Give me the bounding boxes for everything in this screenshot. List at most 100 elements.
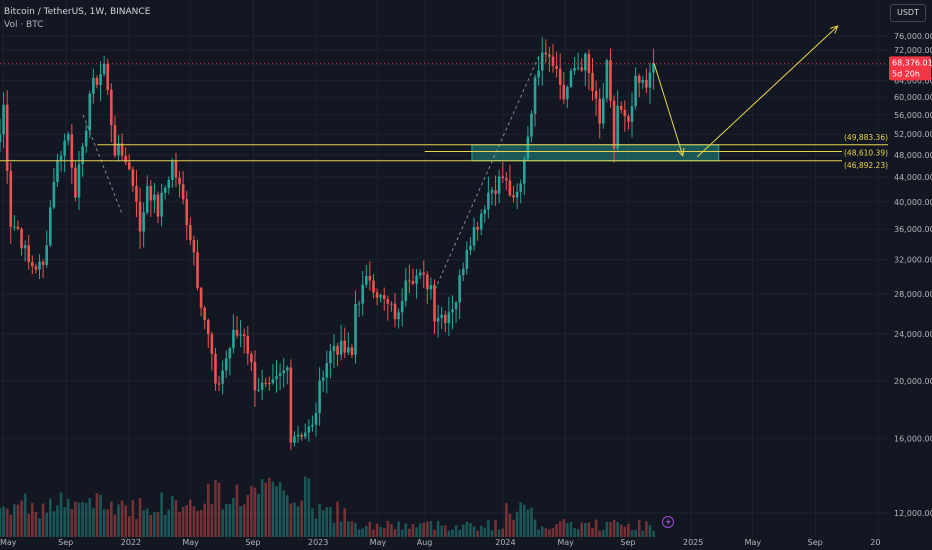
level-label: (48,610.39) bbox=[844, 148, 888, 157]
candle-body bbox=[645, 79, 648, 88]
candle-body bbox=[591, 73, 594, 91]
candle-body bbox=[153, 194, 156, 201]
volume-bar bbox=[307, 478, 311, 537]
volume-bar bbox=[526, 509, 530, 537]
candle-body bbox=[278, 373, 282, 376]
volume-bar bbox=[206, 483, 210, 537]
price-axis[interactable]: 76,000.0072,000.0068,000.0064,000.0060,0… bbox=[888, 0, 932, 550]
volume-bar bbox=[235, 484, 239, 537]
price-tick-label: 24,000.00 bbox=[894, 330, 932, 339]
candle-body bbox=[551, 56, 555, 66]
volume-bar bbox=[332, 522, 336, 537]
price-tick-label: 16,000.00 bbox=[894, 435, 932, 444]
price-tick-label: 48,000.00 bbox=[894, 151, 932, 160]
volume-bar bbox=[210, 504, 214, 537]
grid-lines bbox=[0, 0, 888, 537]
volume-bar bbox=[569, 521, 573, 537]
volume-bar bbox=[131, 500, 135, 537]
flash-icon[interactable] bbox=[662, 516, 674, 528]
candle-body bbox=[242, 334, 246, 337]
volume-bar bbox=[138, 497, 142, 537]
candle-body bbox=[451, 309, 454, 313]
volume-bar bbox=[548, 529, 551, 537]
candle-body bbox=[562, 84, 566, 100]
volume-bar bbox=[361, 528, 364, 537]
volume-bar bbox=[558, 521, 562, 537]
candle-body bbox=[526, 136, 530, 159]
candle-body bbox=[476, 227, 479, 230]
volume-bar bbox=[601, 529, 605, 537]
candle-body bbox=[483, 209, 487, 214]
candle-body bbox=[404, 280, 408, 302]
arrow-head-up bbox=[829, 25, 839, 34]
projection-down-leg[interactable] bbox=[653, 63, 684, 156]
volume-bar bbox=[623, 526, 627, 537]
candle-body bbox=[145, 185, 149, 213]
volume-bar bbox=[99, 494, 102, 537]
candle-body bbox=[325, 363, 329, 378]
time-tick-label: 20 bbox=[870, 538, 880, 547]
candle-body bbox=[458, 275, 461, 303]
volume-bar bbox=[181, 506, 185, 537]
volume-bar bbox=[45, 512, 48, 537]
volume-bar bbox=[199, 510, 203, 537]
candle-body bbox=[0, 134, 2, 143]
time-tick-label: 2022 bbox=[121, 538, 141, 547]
currency-button[interactable]: USDT bbox=[890, 4, 926, 22]
candle-body bbox=[347, 347, 350, 353]
volume-bar bbox=[472, 526, 476, 537]
candle-body bbox=[203, 307, 206, 321]
volume-bar bbox=[48, 498, 52, 537]
volume-bar bbox=[145, 508, 149, 537]
projection-path[interactable] bbox=[653, 25, 839, 158]
volume-bar bbox=[260, 479, 264, 537]
volume-bar bbox=[512, 519, 515, 537]
volume-bar bbox=[5, 508, 9, 537]
candle-body bbox=[641, 79, 645, 83]
candle-body bbox=[235, 329, 239, 336]
volume-bar bbox=[630, 530, 634, 537]
volume-bar bbox=[228, 503, 232, 537]
level-label-bg bbox=[842, 159, 888, 170]
projection-up-leg[interactable] bbox=[696, 25, 839, 158]
volume-bar bbox=[102, 509, 106, 537]
candle-body bbox=[375, 292, 379, 298]
candle-body bbox=[224, 358, 228, 371]
candle-body bbox=[66, 134, 70, 141]
volume-bar bbox=[375, 523, 379, 537]
candle-body bbox=[9, 170, 13, 227]
price-tick-label: 28,000.00 bbox=[894, 290, 932, 299]
volume-bar bbox=[505, 503, 508, 537]
candle-body bbox=[70, 134, 74, 168]
volume-bar bbox=[415, 527, 418, 537]
volume-bar bbox=[124, 505, 127, 537]
candle-body bbox=[558, 68, 562, 85]
candle-body bbox=[364, 275, 368, 285]
price-tick-label: 44,000.00 bbox=[894, 173, 932, 182]
volume-bar bbox=[382, 528, 386, 537]
candle-body bbox=[246, 336, 250, 354]
volume-bar bbox=[0, 508, 2, 537]
dashed-guides[interactable] bbox=[82, 55, 540, 290]
symbol-title[interactable]: Bitcoin / TetherUS, 1W, BINANCE bbox=[4, 7, 151, 17]
volume-bar bbox=[232, 497, 235, 537]
volume-bar bbox=[214, 480, 217, 537]
dashed-guide[interactable] bbox=[434, 55, 540, 290]
volume-bar bbox=[429, 520, 433, 537]
candles bbox=[0, 37, 655, 450]
volume-bar bbox=[282, 490, 285, 537]
time-axis[interactable]: May Sep 2022 May Sep 2023 May Aug 2024 May Sep 2025… bbox=[0, 537, 888, 550]
candle-body bbox=[149, 185, 153, 201]
volume-title[interactable]: Vol · BTC bbox=[4, 20, 44, 30]
volume-bar bbox=[127, 516, 131, 537]
horizontal-levels[interactable] bbox=[0, 144, 888, 162]
volume-bar bbox=[59, 492, 63, 537]
volume-bar bbox=[501, 528, 505, 537]
candle-body bbox=[110, 89, 113, 126]
time-tick-label: May bbox=[370, 538, 387, 547]
candle-body bbox=[336, 345, 339, 355]
chart-legend[interactable]: Bitcoin / TetherUS, 1W, BINANCE Vol · BT… bbox=[4, 6, 150, 32]
level-label: (46,892.23) bbox=[844, 161, 888, 170]
